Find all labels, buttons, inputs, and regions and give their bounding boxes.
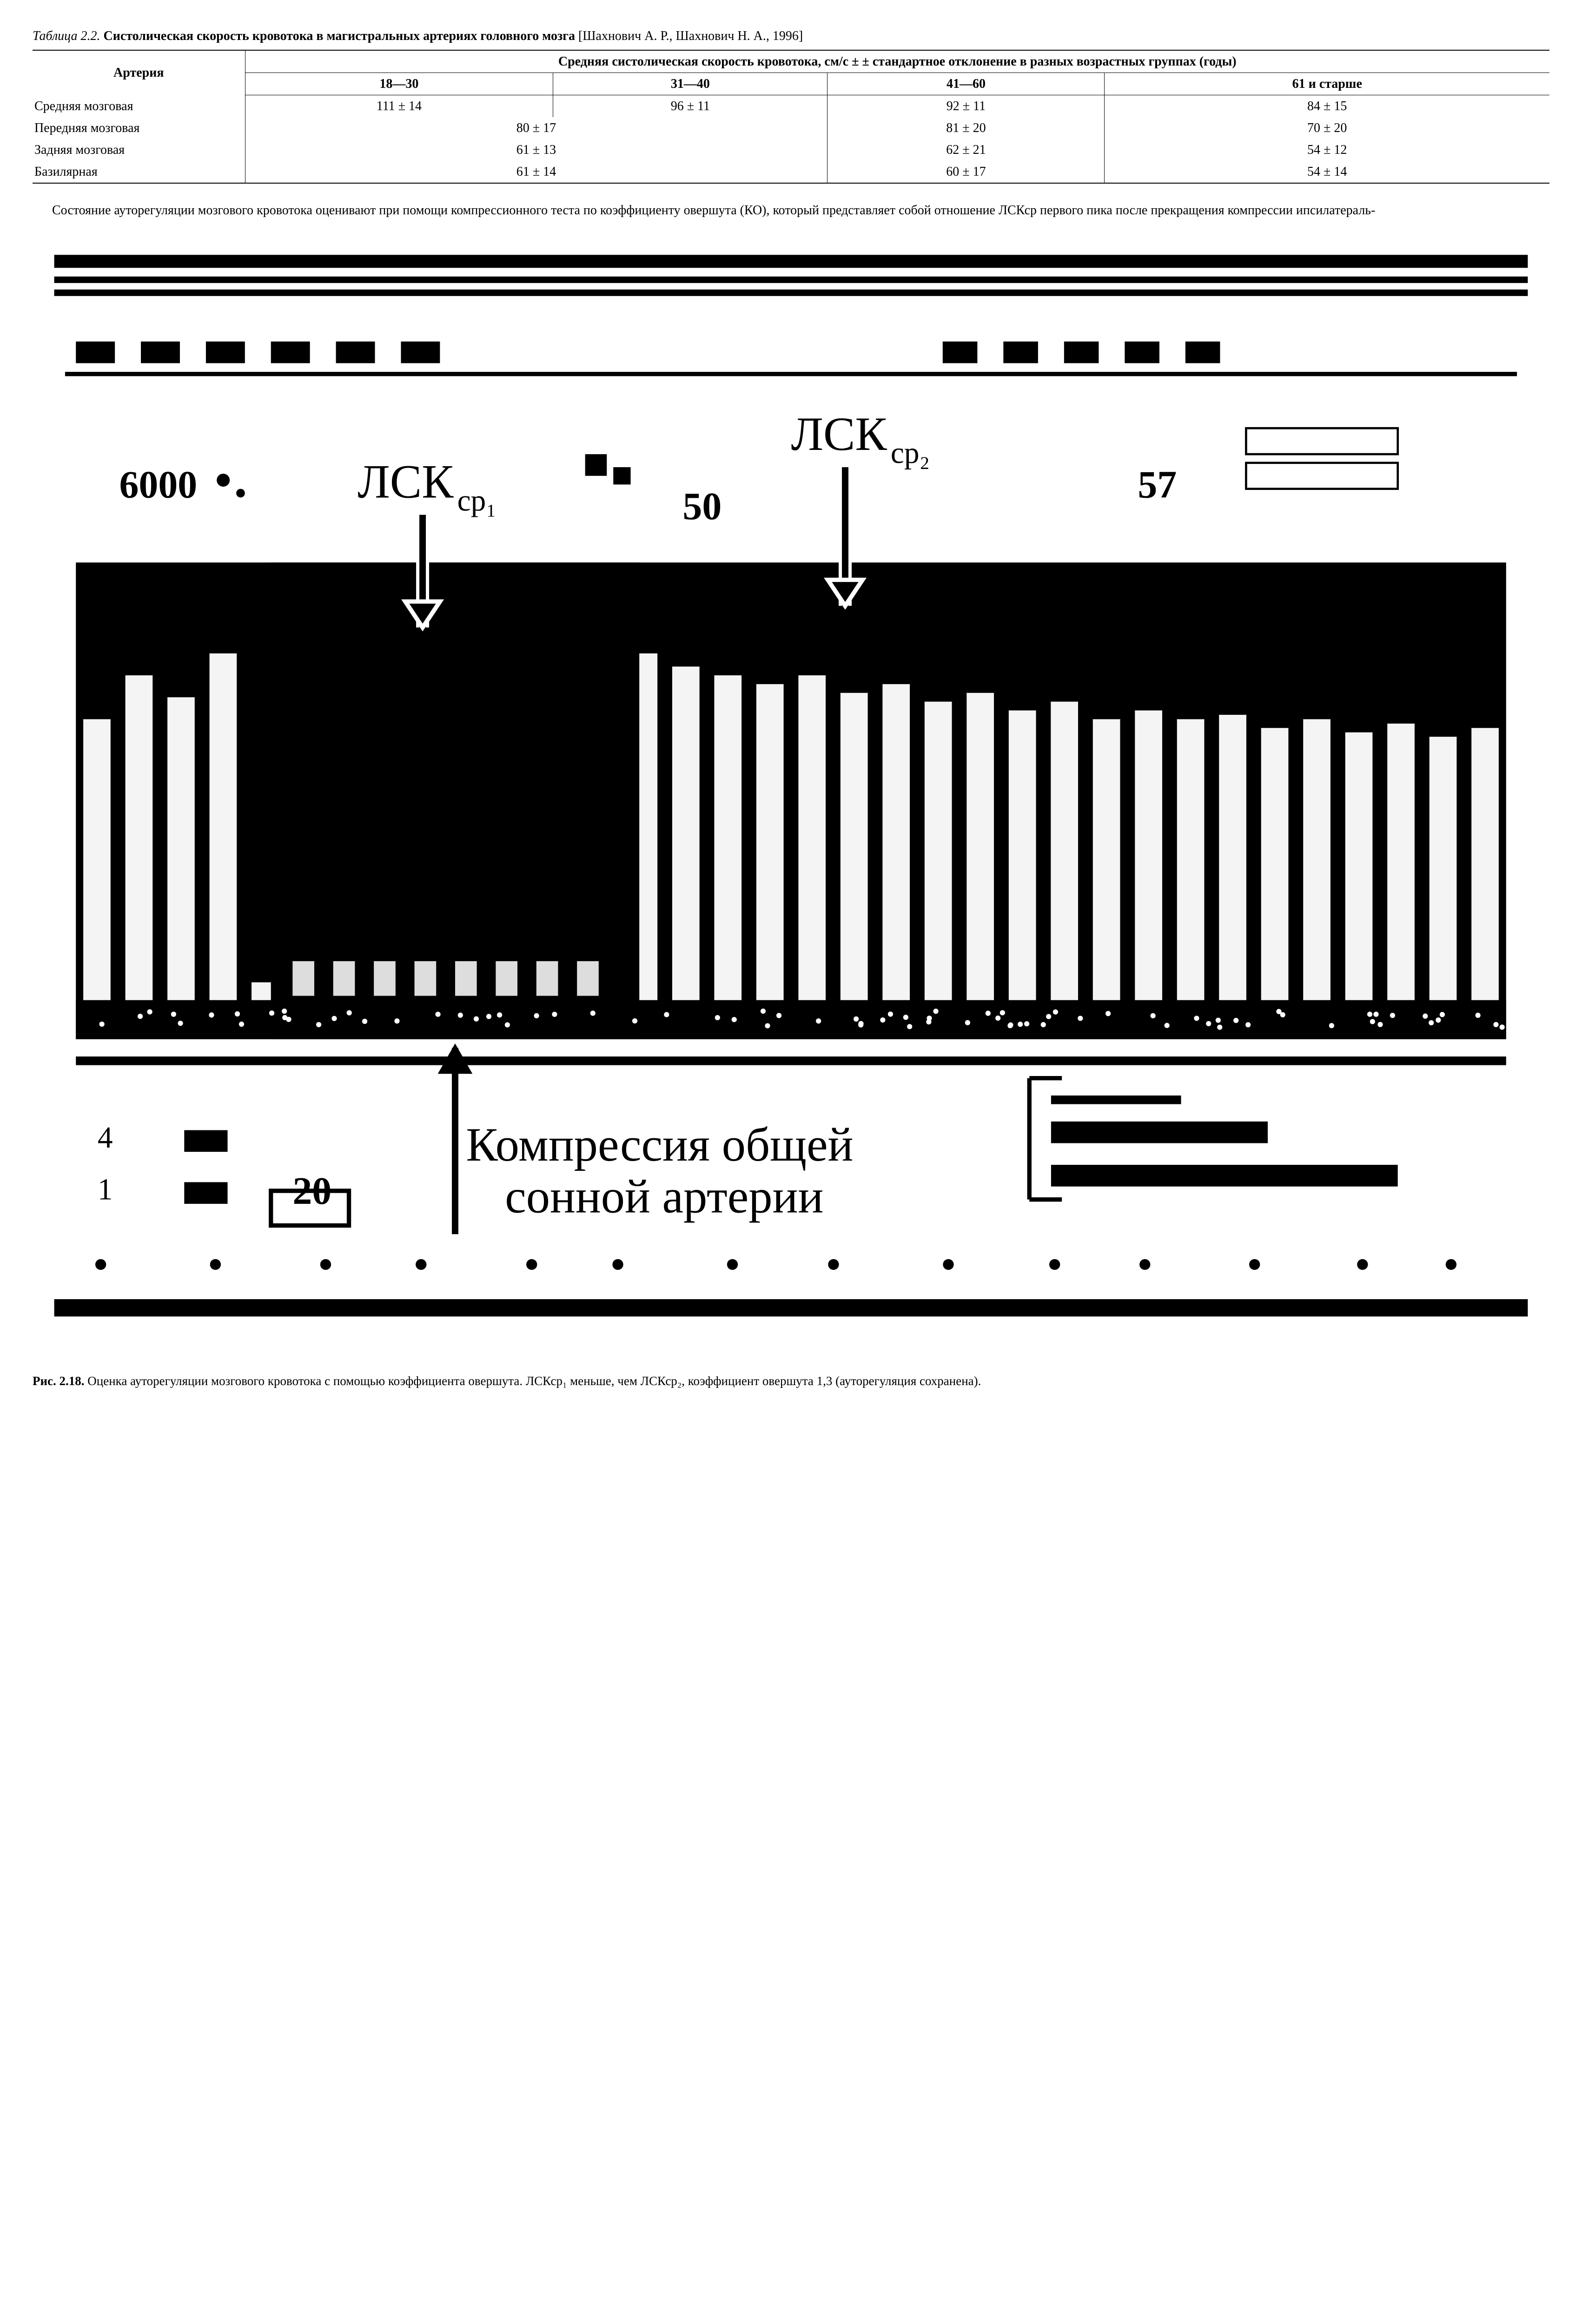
cell: 54 ± 12 bbox=[1105, 139, 1549, 161]
svg-text:1: 1 bbox=[98, 1173, 113, 1207]
svg-text:Компрессия общей: Компрессия общей bbox=[466, 1119, 853, 1171]
age-col-0: 18—30 bbox=[245, 73, 553, 95]
doppler-figure: 6000ЛСКср₁50ЛСКср₂574120Компрессия общей… bbox=[33, 238, 1549, 1364]
row-label: Средняя мозговая bbox=[33, 95, 245, 118]
table-caption: Таблица 2.2. Систолическая скорость кров… bbox=[33, 28, 1549, 44]
cell: 96 ± 11 bbox=[553, 95, 827, 118]
row-label: Передняя мозговая bbox=[33, 117, 245, 139]
svg-text:4: 4 bbox=[98, 1121, 113, 1155]
svg-text:сонной артерии: сонной артерии bbox=[505, 1171, 823, 1223]
cell: 54 ± 14 bbox=[1105, 161, 1549, 183]
table-row: Базилярная61 ± 1460 ± 1754 ± 14 bbox=[33, 161, 1549, 183]
header-group: Средняя систолическая скорость кровотока… bbox=[245, 50, 1549, 73]
age-col-1: 31—40 bbox=[553, 73, 827, 95]
svg-text:6000: 6000 bbox=[119, 463, 197, 507]
body-paragraph: Состояние ауторегуляции мозгового кровот… bbox=[33, 202, 1549, 219]
header-artery: Артерия bbox=[33, 50, 245, 95]
cell: 111 ± 14 bbox=[245, 95, 553, 118]
table-number: Таблица 2.2. bbox=[33, 29, 100, 43]
cell: 70 ± 20 bbox=[1105, 117, 1549, 139]
figure-caption: Рис. 2.18. Оценка ауторегуляции мозговог… bbox=[33, 1373, 1549, 1389]
svg-text:ЛСК: ЛСК bbox=[357, 456, 454, 508]
cell: 80 ± 17 bbox=[245, 117, 827, 139]
figure-caption-text: Оценка ауторегуляции мозгового кровотока… bbox=[87, 1374, 981, 1388]
svg-text:ЛСК: ЛСК bbox=[791, 408, 887, 461]
table-row: Средняя мозговая111 ± 1496 ± 1192 ± 1184… bbox=[33, 95, 1549, 118]
velocity-table: Артерия Средняя систолическая скорость к… bbox=[33, 50, 1549, 184]
age-header-row: 18—30 31—40 41—60 61 и старше bbox=[33, 73, 1549, 95]
cell: 60 ± 17 bbox=[827, 161, 1105, 183]
table-row: Передняя мозговая80 ± 1781 ± 2070 ± 20 bbox=[33, 117, 1549, 139]
age-col-3: 61 и старше bbox=[1105, 73, 1549, 95]
svg-text:ср₁: ср₁ bbox=[457, 484, 496, 518]
cell: 92 ± 11 bbox=[827, 95, 1105, 118]
svg-text:50: 50 bbox=[682, 485, 721, 528]
figure-number: Рис. 2.18. bbox=[33, 1374, 85, 1388]
table-title: Систолическая скорость кровотока в магис… bbox=[104, 29, 575, 43]
cell: 62 ± 21 bbox=[827, 139, 1105, 161]
cell: 84 ± 15 bbox=[1105, 95, 1549, 118]
table-row: Задняя мозговая61 ± 1362 ± 2154 ± 12 bbox=[33, 139, 1549, 161]
table-citation: [Шахнович А. Р., Шахнович Н. А., 1996] bbox=[578, 29, 803, 43]
cell: 61 ± 13 bbox=[245, 139, 827, 161]
cell: 81 ± 20 bbox=[827, 117, 1105, 139]
age-col-2: 41—60 bbox=[827, 73, 1105, 95]
svg-text:ср₂: ср₂ bbox=[891, 436, 930, 470]
row-label: Базилярная bbox=[33, 161, 245, 183]
row-label: Задняя мозговая bbox=[33, 139, 245, 161]
svg-text:57: 57 bbox=[1138, 463, 1177, 507]
cell: 61 ± 14 bbox=[245, 161, 827, 183]
